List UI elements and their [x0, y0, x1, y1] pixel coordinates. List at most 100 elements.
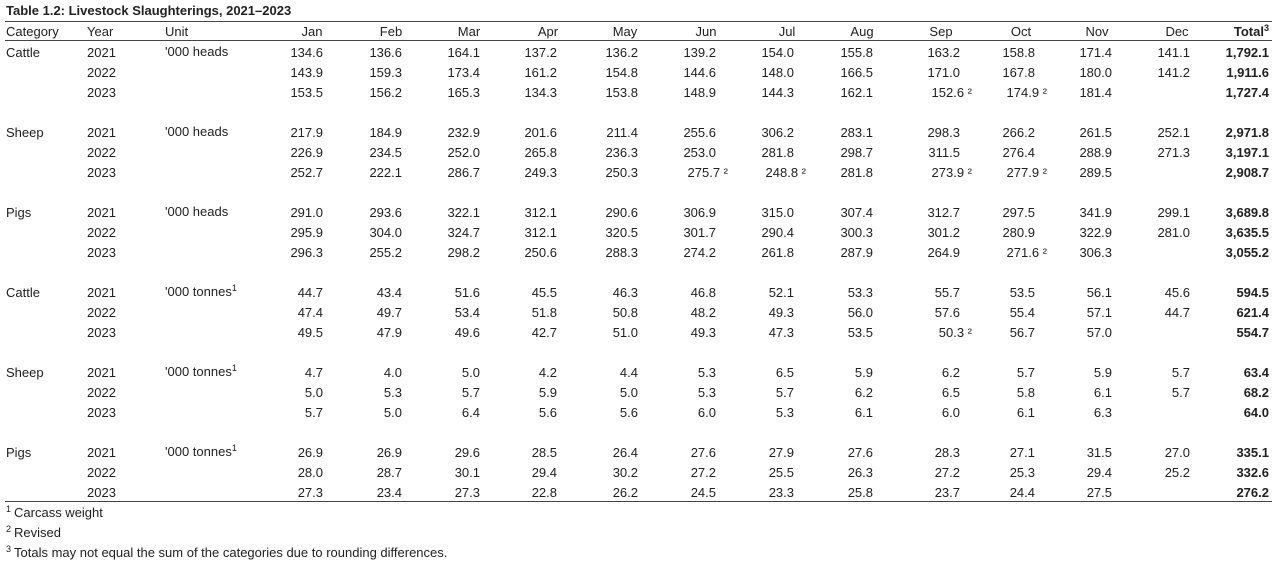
- total-cell: 332.6: [1236, 465, 1269, 480]
- header-month-jun: Jun: [695, 24, 717, 39]
- header-month-apr: Apr: [537, 24, 559, 39]
- value-cell: 27.1: [1009, 445, 1035, 460]
- value-cell: 43.4: [376, 285, 402, 300]
- value-cell: 236.3: [605, 145, 638, 160]
- value-cell: 5.0: [304, 385, 323, 400]
- value-cell: 252.1: [1157, 125, 1190, 140]
- value-cell: 5.8: [1016, 385, 1035, 400]
- value-cell: 181.4: [1079, 85, 1112, 100]
- unit-text: '000 heads: [165, 204, 229, 219]
- value-cell: 288.9: [1079, 145, 1112, 160]
- value-cell: 47.9: [376, 325, 402, 340]
- year-cell: 2021: [87, 365, 116, 380]
- value-cell: 286.7: [447, 165, 480, 180]
- total-cell: 64.0: [1243, 405, 1269, 420]
- value-cell: 271.3: [1157, 145, 1190, 160]
- value-cell: 173.4: [447, 65, 480, 80]
- value-cell: 51.8: [531, 305, 557, 320]
- value-cell: 153.5: [290, 85, 323, 100]
- header-month-nov: Nov: [1085, 24, 1109, 39]
- value-cell: 49.5: [297, 325, 323, 340]
- value-cell: 307.4: [840, 205, 873, 220]
- value-cell: 29.4: [531, 465, 557, 480]
- value-cell: 274.2: [683, 245, 716, 260]
- unit-text: '000 tonnes: [165, 284, 232, 299]
- value-cell: 23.7: [934, 485, 960, 500]
- footnote-sup: 3: [6, 544, 12, 554]
- footnote-text: Revised: [14, 525, 61, 540]
- value-cell: 6.0: [697, 405, 716, 420]
- value-cell: 148.9: [683, 85, 716, 100]
- value-cell: 137.2: [524, 45, 557, 60]
- value-cell: 23.3: [768, 485, 794, 500]
- value-cell: 144.3: [761, 85, 794, 100]
- value-cell: 249.3: [524, 165, 557, 180]
- value-cell: 299.1: [1157, 205, 1190, 220]
- value-cell: 6.2: [941, 365, 960, 380]
- footnote-1: 1 Carcass weight: [6, 503, 103, 523]
- value-cell: 289.5: [1079, 165, 1112, 180]
- value-cell: 6.5: [941, 385, 960, 400]
- value-cell: 56.0: [847, 305, 873, 320]
- footnote-sup: 1: [6, 504, 12, 514]
- value-cell: 315.0: [761, 205, 794, 220]
- value-cell: 277.9 ²: [1006, 165, 1047, 180]
- value-cell: 165.3: [447, 85, 480, 100]
- value-cell: 5.9: [1093, 365, 1112, 380]
- value-cell: 166.5: [840, 65, 873, 80]
- value-cell: 155.8: [840, 45, 873, 60]
- value-cell: 304.0: [369, 225, 402, 240]
- year-cell: 2021: [87, 45, 116, 60]
- total-cell: 276.2: [1236, 485, 1269, 500]
- value-cell: 5.9: [854, 365, 873, 380]
- value-cell: 25.5: [768, 465, 794, 480]
- value-cell: 156.2: [369, 85, 402, 100]
- value-cell: 55.4: [1009, 305, 1035, 320]
- year-cell: 2021: [87, 205, 116, 220]
- unit-text: '000 heads: [165, 44, 229, 59]
- year-cell: 2023: [87, 405, 116, 420]
- header-unit: Unit: [165, 24, 189, 39]
- header-month-dec: Dec: [1165, 24, 1189, 39]
- value-cell: 47.4: [297, 305, 323, 320]
- value-cell: 45.6: [1164, 285, 1190, 300]
- value-cell: 28.0: [297, 465, 323, 480]
- value-cell: 298.3: [927, 125, 960, 140]
- unit-label: '000 tonnes1: [165, 362, 237, 382]
- value-cell: 296.3: [290, 245, 323, 260]
- value-cell: 6.3: [1093, 405, 1112, 420]
- value-cell: 27.0: [1164, 445, 1190, 460]
- value-cell: 291.0: [290, 205, 323, 220]
- total-cell: 554.7: [1236, 325, 1269, 340]
- category-label: Pigs: [6, 445, 32, 460]
- value-cell: 306.3: [1079, 245, 1112, 260]
- value-cell: 153.8: [605, 85, 638, 100]
- value-cell: 5.3: [697, 365, 716, 380]
- value-cell: 22.8: [531, 485, 557, 500]
- total-cell: 621.4: [1236, 305, 1269, 320]
- value-cell: 5.0: [461, 365, 480, 380]
- value-cell: 154.8: [605, 65, 638, 80]
- value-cell: 30.1: [454, 465, 480, 480]
- value-cell: 5.7: [775, 385, 794, 400]
- value-cell: 53.5: [1009, 285, 1035, 300]
- value-cell: 324.7: [447, 225, 480, 240]
- value-cell: 163.2: [927, 45, 960, 60]
- total-cell: 1,792.1: [1225, 45, 1269, 60]
- value-cell: 5.6: [619, 405, 638, 420]
- value-cell: 50.3 ²: [938, 325, 972, 340]
- value-cell: 5.7: [1171, 385, 1190, 400]
- value-cell: 26.9: [297, 445, 323, 460]
- year-cell: 2023: [87, 165, 116, 180]
- category-label: Sheep: [6, 125, 44, 140]
- value-cell: 312.1: [524, 225, 557, 240]
- value-cell: 167.8: [1002, 65, 1035, 80]
- total-cell: 3,689.8: [1225, 205, 1269, 220]
- value-cell: 301.7: [683, 225, 716, 240]
- value-cell: 46.3: [612, 285, 638, 300]
- year-cell: 2023: [87, 325, 116, 340]
- year-cell: 2022: [87, 65, 116, 80]
- value-cell: 51.6: [454, 285, 480, 300]
- value-cell: 159.3: [369, 65, 402, 80]
- header-rule: [5, 40, 1272, 41]
